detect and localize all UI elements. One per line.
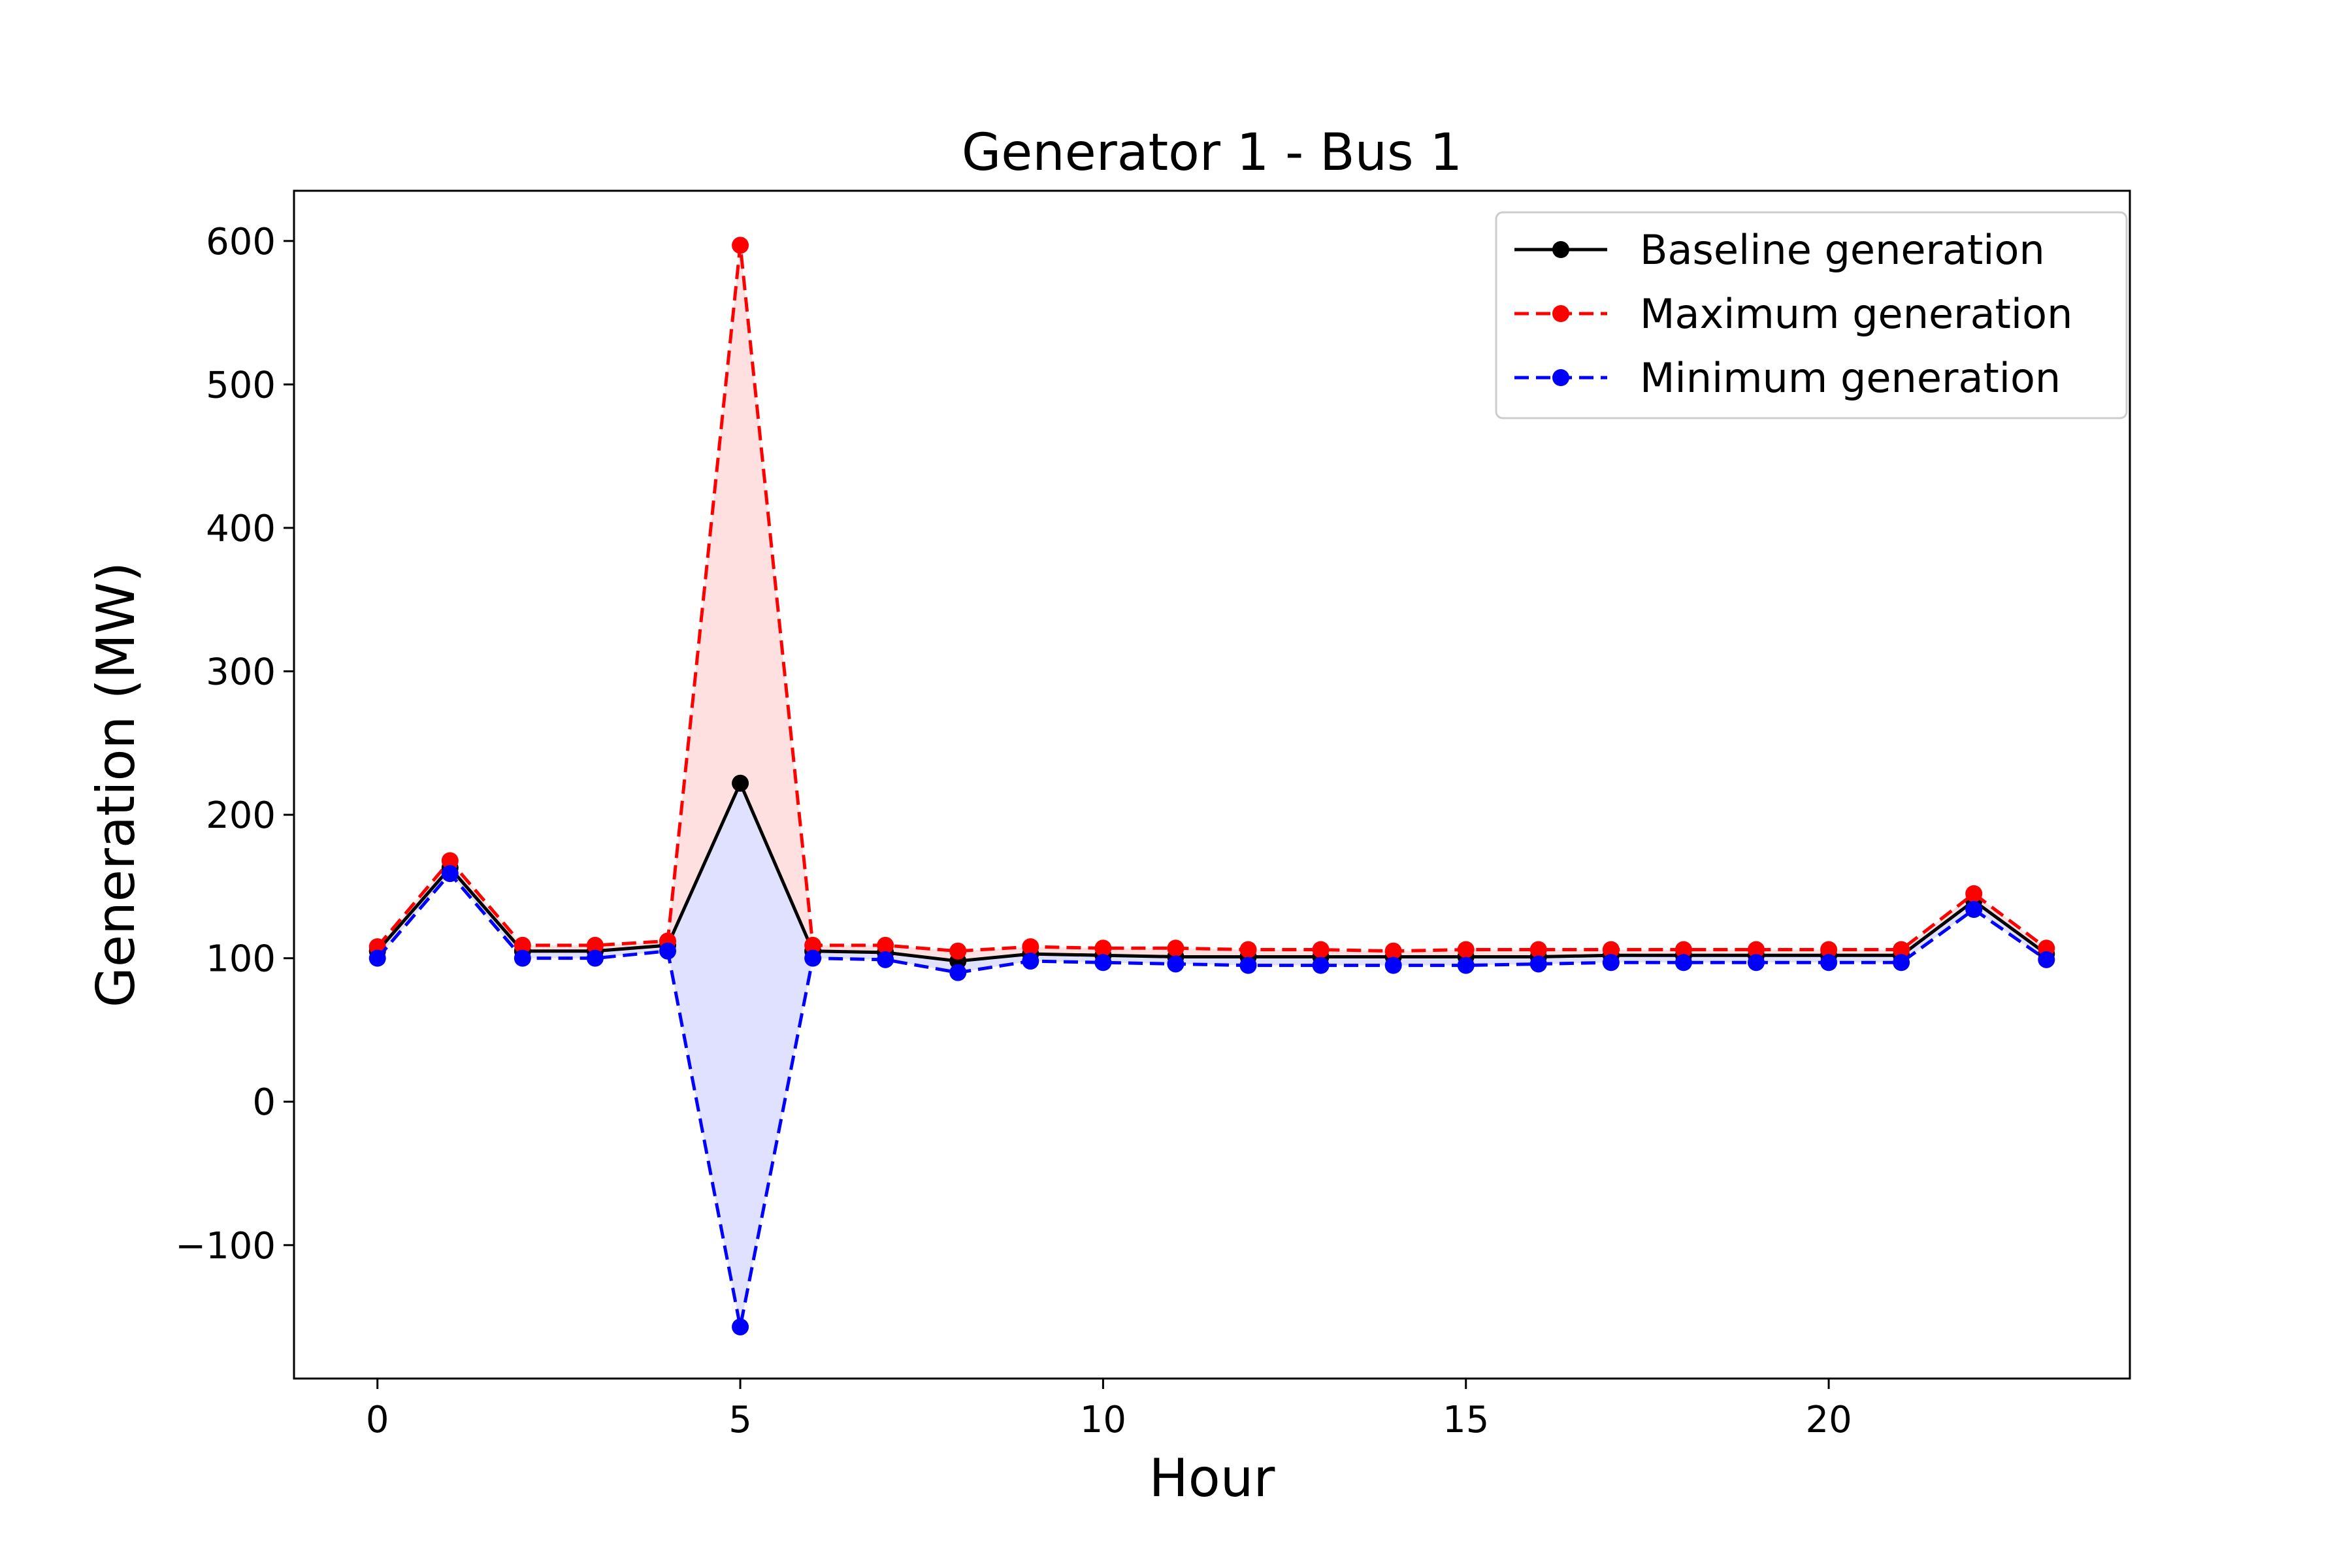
legend-label: Baseline generation	[1640, 226, 2045, 274]
data-point	[1965, 885, 1983, 902]
y-tick-label: 0	[252, 1081, 276, 1124]
fill-area-1	[377, 783, 2047, 1327]
data-point	[1384, 942, 1402, 960]
series-line-0	[376, 781, 2048, 963]
legend-label: Minimum generation	[1640, 354, 2061, 402]
data-point	[1674, 941, 1692, 958]
data-point	[732, 237, 749, 254]
data-point	[1893, 941, 1910, 958]
x-axis-label: Hour	[1149, 1448, 1275, 1509]
data-point	[1167, 939, 1184, 957]
data-point	[1602, 941, 1620, 958]
x-tick-label: 5	[728, 1399, 752, 1441]
y-tick-label: −100	[175, 1225, 276, 1267]
data-point	[732, 1318, 749, 1335]
data-point	[732, 774, 749, 792]
legend-label: Maximum generation	[1640, 290, 2072, 338]
x-tick-label: 0	[366, 1399, 389, 1441]
plot-frame	[293, 189, 2131, 1380]
y-tick-label: 100	[206, 938, 276, 981]
y-tick-label: 500	[206, 364, 276, 406]
data-point	[1529, 955, 1547, 973]
x-tick-label: 20	[1805, 1399, 1852, 1441]
x-axis: 0 5 10 15 20	[366, 1379, 1852, 1441]
y-axis: −100 0 100 200 300 400 500 600	[175, 221, 294, 1267]
legend-marker	[1552, 369, 1569, 386]
data-point	[1312, 956, 1330, 974]
legend-box	[1495, 211, 2128, 419]
data-point	[1167, 955, 1184, 973]
legend-marker	[1552, 241, 1569, 258]
data-point	[586, 936, 604, 954]
data-point	[514, 949, 531, 967]
data-point	[1893, 954, 1910, 972]
data-point	[1820, 941, 1838, 958]
data-point	[1748, 941, 1765, 958]
data-point	[1820, 954, 1838, 972]
data-point	[659, 942, 676, 960]
data-point	[441, 865, 459, 883]
data-point	[1094, 939, 1112, 957]
series-2	[368, 865, 2055, 1335]
series-line-1	[376, 243, 2048, 953]
y-tick-label: 600	[206, 221, 276, 263]
data-point	[514, 936, 531, 954]
data-point	[1022, 938, 1039, 956]
data-point	[1748, 954, 1765, 972]
series-line-2	[376, 872, 2048, 1329]
x-tick-label: 10	[1080, 1399, 1126, 1441]
data-point	[804, 936, 822, 954]
data-point	[1457, 941, 1475, 958]
data-point	[949, 964, 967, 981]
legend-marker	[1552, 305, 1569, 322]
data-point	[441, 852, 459, 870]
data-point	[1094, 954, 1112, 972]
data-point	[1312, 941, 1330, 958]
legend: Baseline generation Maximum generation Min…	[1495, 211, 2128, 419]
y-tick-label: 300	[206, 651, 276, 694]
data-point	[586, 949, 604, 967]
data-point	[804, 949, 822, 967]
data-point	[1239, 956, 1257, 974]
data-point	[949, 942, 967, 960]
y-tick-label: 200	[206, 794, 276, 837]
data-point	[1529, 941, 1547, 958]
chart-title: Generator 1 - Bus 1	[962, 123, 1462, 182]
data-point	[877, 951, 894, 968]
data-point	[1602, 954, 1620, 972]
plot-area	[368, 237, 2055, 1335]
data-point	[2038, 951, 2055, 968]
x-tick-label: 15	[1443, 1399, 1489, 1441]
data-point	[1965, 901, 1983, 919]
data-point	[1239, 941, 1257, 958]
y-axis-label: Generation (MW)	[86, 562, 146, 1007]
data-point	[1384, 956, 1402, 974]
data-point	[1674, 954, 1692, 972]
data-point	[1457, 956, 1475, 974]
data-point	[368, 949, 386, 967]
data-point	[877, 936, 894, 954]
y-tick-label: 400	[206, 508, 276, 550]
data-point	[1022, 953, 1039, 970]
